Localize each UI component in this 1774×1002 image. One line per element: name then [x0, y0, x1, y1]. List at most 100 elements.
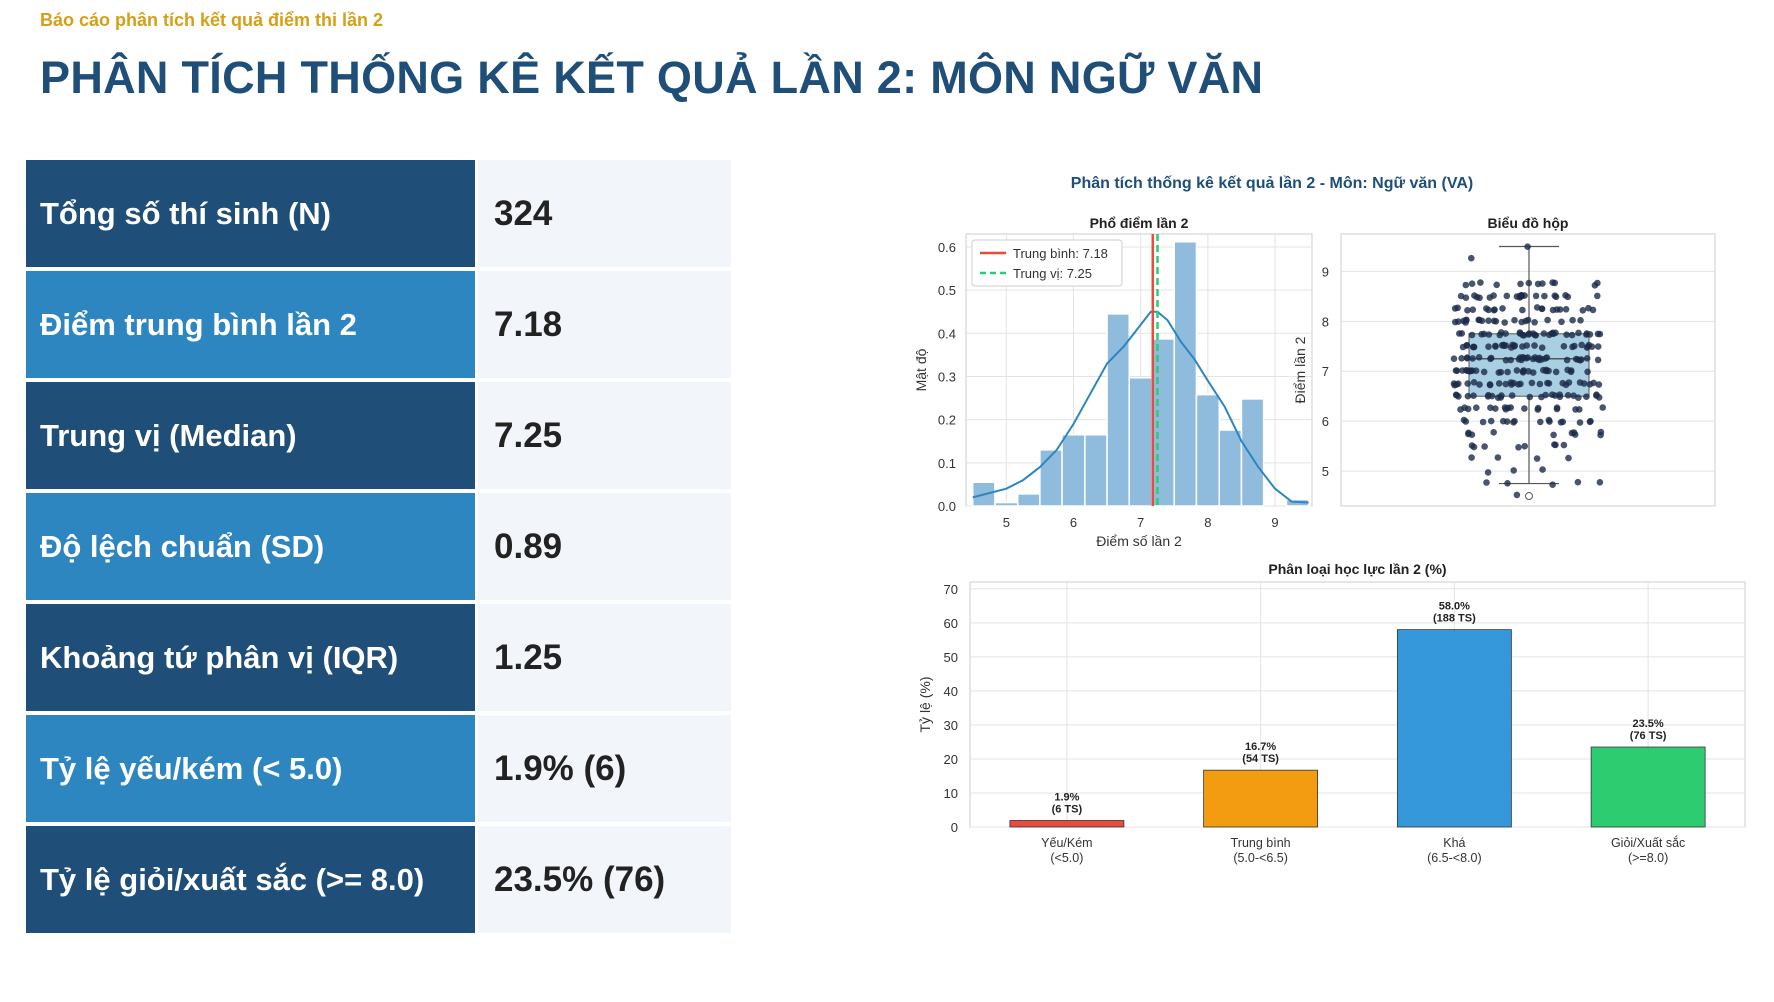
jitter-point [1485, 317, 1492, 324]
jitter-point [1487, 417, 1495, 425]
jitter-point [1541, 292, 1548, 300]
category-value-label: 23.5% [1633, 718, 1664, 730]
jitter-point [1502, 380, 1510, 388]
jitter-point [1492, 405, 1499, 412]
jitter-point [1504, 480, 1511, 487]
jitter-point [1478, 331, 1485, 338]
jitter-point [1551, 279, 1559, 287]
histogram-bar [1128, 377, 1153, 507]
jitter-point [1568, 331, 1576, 339]
category-value-label: 58.0% [1439, 601, 1470, 613]
histogram-bar [1061, 434, 1086, 507]
jitter-point [1494, 454, 1502, 461]
category-x-tick: Khá [1443, 836, 1465, 850]
jitter-point [1450, 355, 1458, 362]
jitter-point [1480, 368, 1488, 376]
jitter-point [1564, 392, 1572, 399]
jitter-point [1540, 330, 1548, 337]
jitter-point [1498, 392, 1505, 399]
jitter-point [1515, 356, 1523, 363]
jitter-point [1495, 380, 1503, 387]
category-y-tick: 0 [951, 820, 958, 835]
histogram-bar [1240, 398, 1265, 507]
stat-row-total: Tổng số thí sinh (N) 324 [26, 160, 731, 267]
jitter-point [1531, 342, 1538, 349]
jitter-point [1492, 343, 1499, 350]
boxplot-title: Biểu đồ hộp [1488, 215, 1569, 231]
histogram-y-tick: 0.3 [938, 369, 956, 384]
jitter-point [1455, 318, 1462, 325]
jitter-point [1454, 304, 1461, 312]
jitter-point [1536, 356, 1543, 364]
jitter-point [1579, 307, 1587, 314]
legend-median-label: Trung vị: 7.25 [1013, 266, 1092, 281]
category-bar [1590, 746, 1706, 828]
jitter-point [1503, 418, 1511, 425]
jitter-point [1534, 404, 1542, 412]
category-value-label: 1.9% [1054, 792, 1079, 804]
histogram-x-tick: 8 [1204, 515, 1211, 530]
boxplot-outlier [1525, 492, 1533, 501]
jitter-point [1463, 354, 1471, 362]
histogram-y-tick: 0.1 [938, 456, 956, 471]
jitter-point [1476, 381, 1483, 388]
jitter-point [1569, 343, 1576, 351]
histogram-x-tick: 5 [1003, 515, 1010, 530]
jitter-point [1496, 331, 1504, 339]
jitter-point [1479, 418, 1487, 426]
jitter-point [1484, 469, 1492, 476]
jitter-point [1576, 419, 1584, 426]
jitter-point [1576, 379, 1584, 386]
jitter-point [1594, 279, 1601, 287]
category-count-label: (54 TS) [1242, 753, 1279, 765]
jitter-point [1490, 317, 1498, 325]
jitter-point [1487, 404, 1494, 411]
jitter-point [1583, 355, 1591, 362]
stat-value: 23.5% (76) [478, 826, 731, 933]
boxplot-y-tick: 9 [1322, 264, 1329, 279]
jitter-point [1552, 293, 1560, 301]
jitter-point [1458, 355, 1465, 362]
jitter-point [1594, 330, 1602, 338]
stat-label: Điểm trung bình lần 2 [26, 271, 475, 378]
jitter-point [1550, 431, 1557, 439]
jitter-point [1586, 381, 1594, 388]
stat-row-median: Trung vị (Median) 7.25 [26, 382, 731, 489]
jitter-point [1531, 319, 1538, 326]
jitter-point [1507, 379, 1515, 386]
jitter-point [1475, 354, 1483, 361]
jitter-point [1583, 331, 1590, 338]
histogram-bar [1084, 434, 1108, 507]
jitter-point [1543, 367, 1550, 375]
stat-row-iqr: Khoảng tứ phân vị (IQR) 1.25 [26, 604, 731, 711]
stat-label: Tỷ lệ yếu/kém (< 5.0) [26, 715, 475, 822]
histogram-bar [1016, 493, 1041, 507]
jitter-point [1472, 367, 1480, 374]
jitter-point [1539, 466, 1546, 473]
category-y-tick: 20 [944, 752, 958, 767]
histogram-y-tick: 0.6 [938, 240, 956, 255]
jitter-point [1510, 467, 1517, 474]
jitter-point [1486, 381, 1494, 388]
jitter-point [1564, 366, 1571, 374]
boxplot-y-tick: 5 [1322, 464, 1329, 479]
jitter-point [1526, 393, 1534, 401]
jitter-point [1507, 356, 1514, 364]
jitter-point [1578, 341, 1585, 349]
jitter-point [1583, 344, 1591, 351]
stat-value: 1.25 [478, 604, 731, 711]
jitter-point [1502, 330, 1509, 337]
jitter-point [1473, 404, 1480, 411]
jitter-point [1525, 279, 1533, 287]
category-count-label: (6 TS) [1052, 804, 1083, 816]
jitter-point [1471, 292, 1478, 299]
report-eyebrow: Báo cáo phân tích kết quả điểm thi lần 2 [40, 10, 384, 30]
histogram-bar [1218, 429, 1243, 507]
jitter-point [1584, 368, 1591, 376]
jitter-point [1594, 292, 1601, 300]
jitter-point [1451, 381, 1458, 389]
jitter-point [1518, 318, 1525, 326]
jitter-point [1552, 329, 1559, 337]
jitter-point [1552, 368, 1560, 376]
category-x-tick: Yếu/Kém [1041, 836, 1092, 850]
